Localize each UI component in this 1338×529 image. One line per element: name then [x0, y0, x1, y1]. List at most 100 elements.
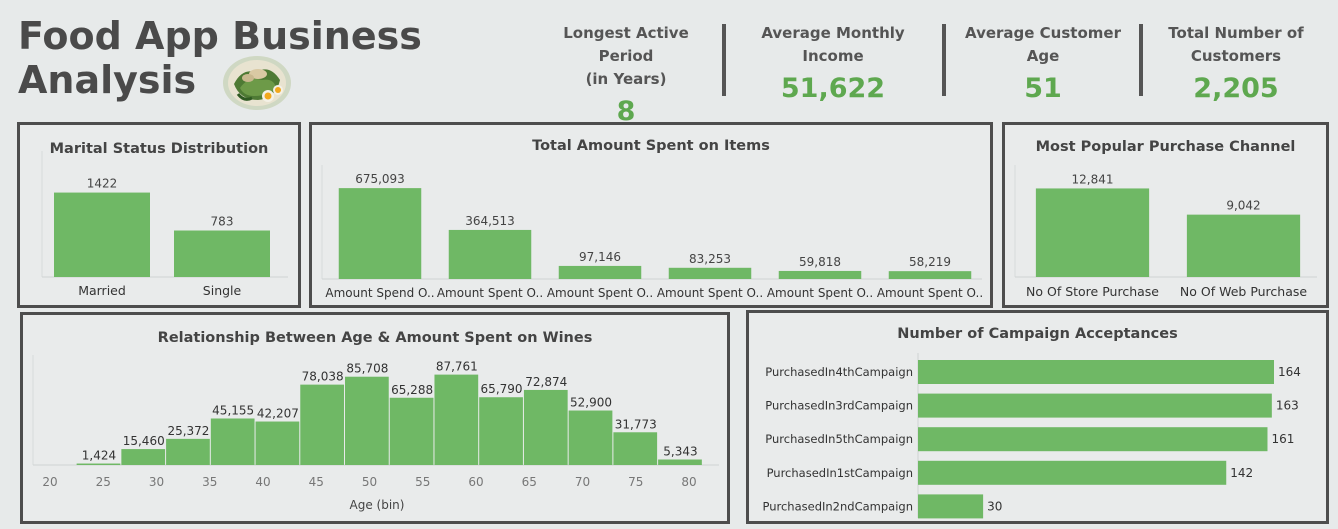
bar-value-label: 1,424 — [82, 449, 116, 463]
histogram-bar[interactable] — [658, 459, 702, 465]
category-label: PurchasedIn1stCampaign — [767, 466, 913, 480]
category-label: Single — [203, 283, 242, 298]
bar-value-label: 5,343 — [663, 444, 697, 458]
kpi-divider — [1139, 24, 1143, 96]
bar[interactable] — [918, 360, 1274, 384]
bar-value-label: 45,155 — [212, 403, 254, 417]
x-tick-label: 60 — [468, 475, 483, 489]
x-tick-label: 40 — [255, 475, 270, 489]
chart-title: Most Popular Purchase Channel — [1035, 139, 1296, 155]
bar[interactable] — [668, 267, 752, 279]
kpi-label: Total Number of Customers — [1168, 24, 1304, 65]
x-tick-label: 75 — [628, 475, 643, 489]
x-tick-label: 55 — [415, 475, 430, 489]
category-label: Married — [78, 283, 126, 298]
x-tick-label: 20 — [42, 475, 57, 489]
kpi-label: Average Monthly Income — [761, 24, 905, 65]
category-label: PurchasedIn5thCampaign — [765, 432, 913, 446]
category-label: Amount Spent O.. — [657, 286, 763, 300]
x-tick-label: 45 — [309, 475, 324, 489]
histogram-bar[interactable] — [613, 432, 658, 465]
x-tick-label: 70 — [575, 475, 590, 489]
histogram-bar[interactable] — [121, 449, 166, 465]
marital-status-chart: 1422 Married 783 Single — [41, 151, 288, 298]
x-tick-label: 35 — [202, 475, 217, 489]
bar-value-label: 161 — [1271, 432, 1294, 446]
bar-value-label: 72,874 — [525, 375, 567, 389]
kpi-longest-active-period: Longest Active Period (in Years) 8 — [540, 22, 712, 130]
bar-value-label: 85,708 — [346, 362, 388, 376]
bar-value-label: 25,372 — [167, 424, 209, 438]
chart-title: Relationship Between Age & Amount Spent … — [157, 330, 593, 346]
histogram-bar[interactable] — [523, 389, 568, 465]
kpi-total-number-of-customers: Total Number of Customers 2,205 — [1150, 22, 1322, 107]
category-label: Amount Spent O.. — [877, 286, 983, 300]
bar-value-label: 31,773 — [615, 417, 657, 431]
bar-value-label: 42,207 — [257, 407, 299, 421]
bar[interactable] — [1186, 214, 1301, 277]
bar-value-label: 59,818 — [799, 255, 841, 269]
x-tick-label: 65 — [522, 475, 537, 489]
bar-value-label: 675,093 — [355, 172, 405, 186]
bar[interactable] — [448, 229, 532, 279]
bar-value-label: 30 — [987, 499, 1002, 513]
histogram-bar[interactable] — [300, 384, 345, 465]
kpi-label: Average Customer Age — [965, 24, 1121, 65]
bar[interactable] — [558, 265, 642, 279]
bar[interactable] — [918, 460, 1227, 485]
histogram-bar[interactable] — [479, 397, 523, 465]
bar-value-label: 364,513 — [465, 214, 515, 228]
amount-spent-panel: Total Amount Spent on Items 675,093 Amoun… — [309, 122, 993, 308]
histogram-bar[interactable] — [76, 463, 121, 465]
bar[interactable] — [338, 188, 422, 279]
kpi-label: Longest Active Period (in Years) — [563, 24, 689, 88]
bar[interactable] — [778, 270, 862, 279]
bar-value-label: 65,288 — [391, 383, 433, 397]
category-label: PurchasedIn3rdCampaign — [765, 399, 913, 413]
bar[interactable] — [918, 393, 1272, 418]
page-title: Food App Business Analysis — [18, 14, 422, 102]
chart-title: Marital Status Distribution — [49, 141, 269, 157]
bar-value-label: 97,146 — [579, 250, 621, 264]
chart-title: Total Amount Spent on Items — [532, 138, 770, 154]
page-title-line1: Food App Business — [18, 14, 422, 58]
purchase-channel-chart: 12,841 No Of Store Purchase 9,042 No Of Web… — [1014, 165, 1317, 299]
histogram-bar[interactable] — [434, 374, 479, 465]
histogram-bar[interactable] — [345, 376, 389, 465]
kpi-average-monthly-income: Average Monthly Income 51,622 — [745, 22, 921, 107]
histogram-bar[interactable] — [389, 397, 434, 465]
category-label: Amount Spend O.. — [325, 286, 434, 300]
bar[interactable] — [918, 427, 1268, 452]
category-label: Amount Spent O.. — [437, 286, 543, 300]
chart-title: Number of Campaign Acceptances — [897, 326, 1178, 342]
kpi-divider — [942, 24, 946, 96]
kpi-average-customer-age: Average Customer Age 51 — [955, 22, 1131, 107]
kpi-value: 8 — [616, 96, 636, 127]
bar-value-label: 164 — [1278, 365, 1301, 379]
kpi-value: 2,205 — [1193, 73, 1279, 104]
histogram-bar[interactable] — [255, 421, 300, 465]
histogram-bar[interactable] — [166, 438, 210, 465]
kpi-value: 51,622 — [780, 73, 886, 104]
category-label: PurchasedIn2ndCampaign — [762, 499, 913, 513]
category-label: Amount Spent O.. — [767, 286, 873, 300]
campaign-acceptances-panel: Number of Campaign Acceptances 164 Purcha… — [746, 310, 1329, 524]
bar-value-label: 83,253 — [689, 252, 731, 266]
histogram-bar[interactable] — [210, 418, 255, 465]
bar[interactable] — [54, 192, 150, 277]
x-tick-label: 25 — [96, 475, 111, 489]
kpi-value: 51 — [1024, 73, 1062, 104]
bar[interactable] — [1035, 188, 1150, 277]
bar[interactable] — [174, 230, 270, 277]
bar-value-label: 52,900 — [570, 396, 612, 410]
page-title-line2: Analysis — [18, 58, 197, 102]
marital-status-panel: Marital Status Distribution 1422 Married 7… — [17, 122, 301, 308]
bar[interactable] — [888, 271, 972, 279]
bar[interactable] — [918, 494, 984, 519]
bar-value-label: 1422 — [87, 177, 118, 191]
histogram-bar[interactable] — [568, 410, 613, 465]
kpi-divider — [722, 24, 726, 96]
bar-value-label: 142 — [1230, 466, 1253, 480]
amount-spent-chart: 675,093 Amount Spend O.. 364,513 Amount Spe… — [321, 165, 983, 300]
